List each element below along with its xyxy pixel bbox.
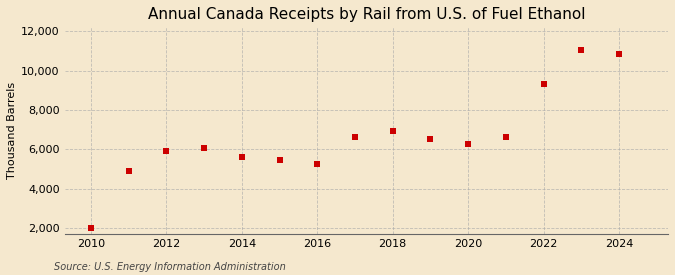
Point [198,146,209,150]
Text: Source: U.S. Energy Information Administration: Source: U.S. Energy Information Administ… [54,262,286,272]
Title: Annual Canada Receipts by Rail from U.S. of Fuel Ethanol: Annual Canada Receipts by Rail from U.S.… [148,7,585,22]
Point [576,48,587,52]
Point [538,82,549,87]
Point [387,128,398,133]
Point [500,134,511,139]
Point [161,149,172,153]
Y-axis label: Thousand Barrels: Thousand Barrels [7,82,17,179]
Point [236,155,247,160]
Point [614,52,624,56]
Point [350,134,360,139]
Point [463,142,474,147]
Point [312,162,323,166]
Point [86,226,97,230]
Point [124,169,134,173]
Point [274,158,285,162]
Point [425,137,436,142]
